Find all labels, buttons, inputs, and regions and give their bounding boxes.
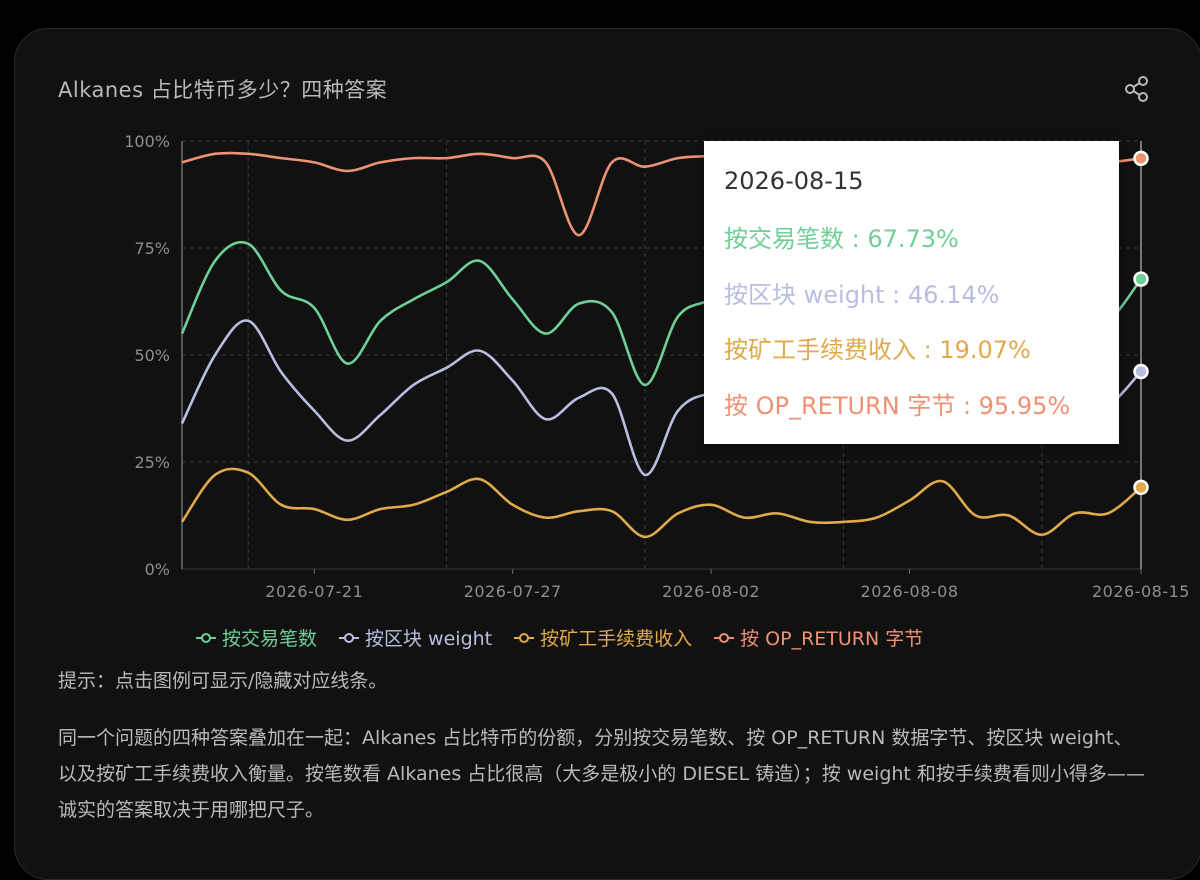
legend-label: 按交易笔数 [222, 628, 318, 650]
x-tick-label: 2026-07-27 [464, 582, 562, 601]
y-tick-label: 0% [145, 560, 170, 579]
chart-legend: 按交易笔数 按区块 weight 按矿工手续费收入 按 OP_RETURN 字节 [196, 624, 923, 651]
series-line-2 [180, 467, 1142, 539]
legend-label: 按矿工手续费收入 [540, 628, 693, 650]
x-tick-label: 2026-08-02 [662, 582, 760, 601]
legend-item-tx-count[interactable]: 按交易笔数 [196, 624, 317, 651]
series-end-point-1 [1133, 363, 1149, 380]
legend-label: 按区块 weight [365, 628, 493, 650]
legend-label: 按 OP_RETURN 字节 [740, 628, 924, 650]
y-tick-label: 100% [124, 132, 170, 151]
tooltip-row-tx-count: 按交易笔数 : 67.73% [724, 225, 959, 253]
y-tick-label: 50% [134, 346, 170, 365]
legend-item-weight[interactable]: 按区块 weight [339, 624, 492, 651]
tooltip-date: 2026-08-15 [724, 167, 864, 195]
legend-line-icon [339, 632, 360, 644]
x-tick-label: 2026-08-15 [1092, 582, 1190, 601]
legend-line-icon [196, 632, 216, 644]
tooltip-row-fees: 按矿工手续费收入 : 19.07% [724, 336, 1031, 364]
tooltip-row-op-return: 按 OP_RETURN 字节 : 95.95% [724, 392, 1071, 420]
hint-text: 提示：点击图例可显示/隐藏对应线条。 [58, 670, 388, 692]
description-text: 同一个问题的四种答案叠加在一起：Alkanes 占比特币的份额，分别按交易笔数、… [58, 727, 1145, 821]
y-tick-label: 75% [134, 239, 170, 258]
share-icon[interactable] [1122, 74, 1152, 104]
legend-item-fees[interactable]: 按矿工手续费收入 [514, 624, 692, 651]
legend-line-icon [714, 632, 735, 644]
series-end-point-3 [1133, 150, 1149, 167]
series-end-point-0 [1133, 271, 1149, 287]
legend-line-icon [514, 632, 535, 644]
tooltip-row-weight: 按区块 weight : 46.14% [724, 281, 1000, 309]
x-tick-label: 2026-07-21 [265, 582, 363, 601]
legend-item-op-return[interactable]: 按 OP_RETURN 字节 [714, 624, 923, 651]
tooltip: 2026-08-15 按交易笔数 : 67.73% 按区块 weight : 4… [704, 141, 1119, 444]
series-end-point-2 [1133, 479, 1149, 496]
chart-title: Alkanes 占比特币多少？四种答案 [58, 78, 388, 102]
y-tick-label: 25% [134, 453, 170, 472]
x-tick-label: 2026-08-08 [861, 582, 959, 601]
